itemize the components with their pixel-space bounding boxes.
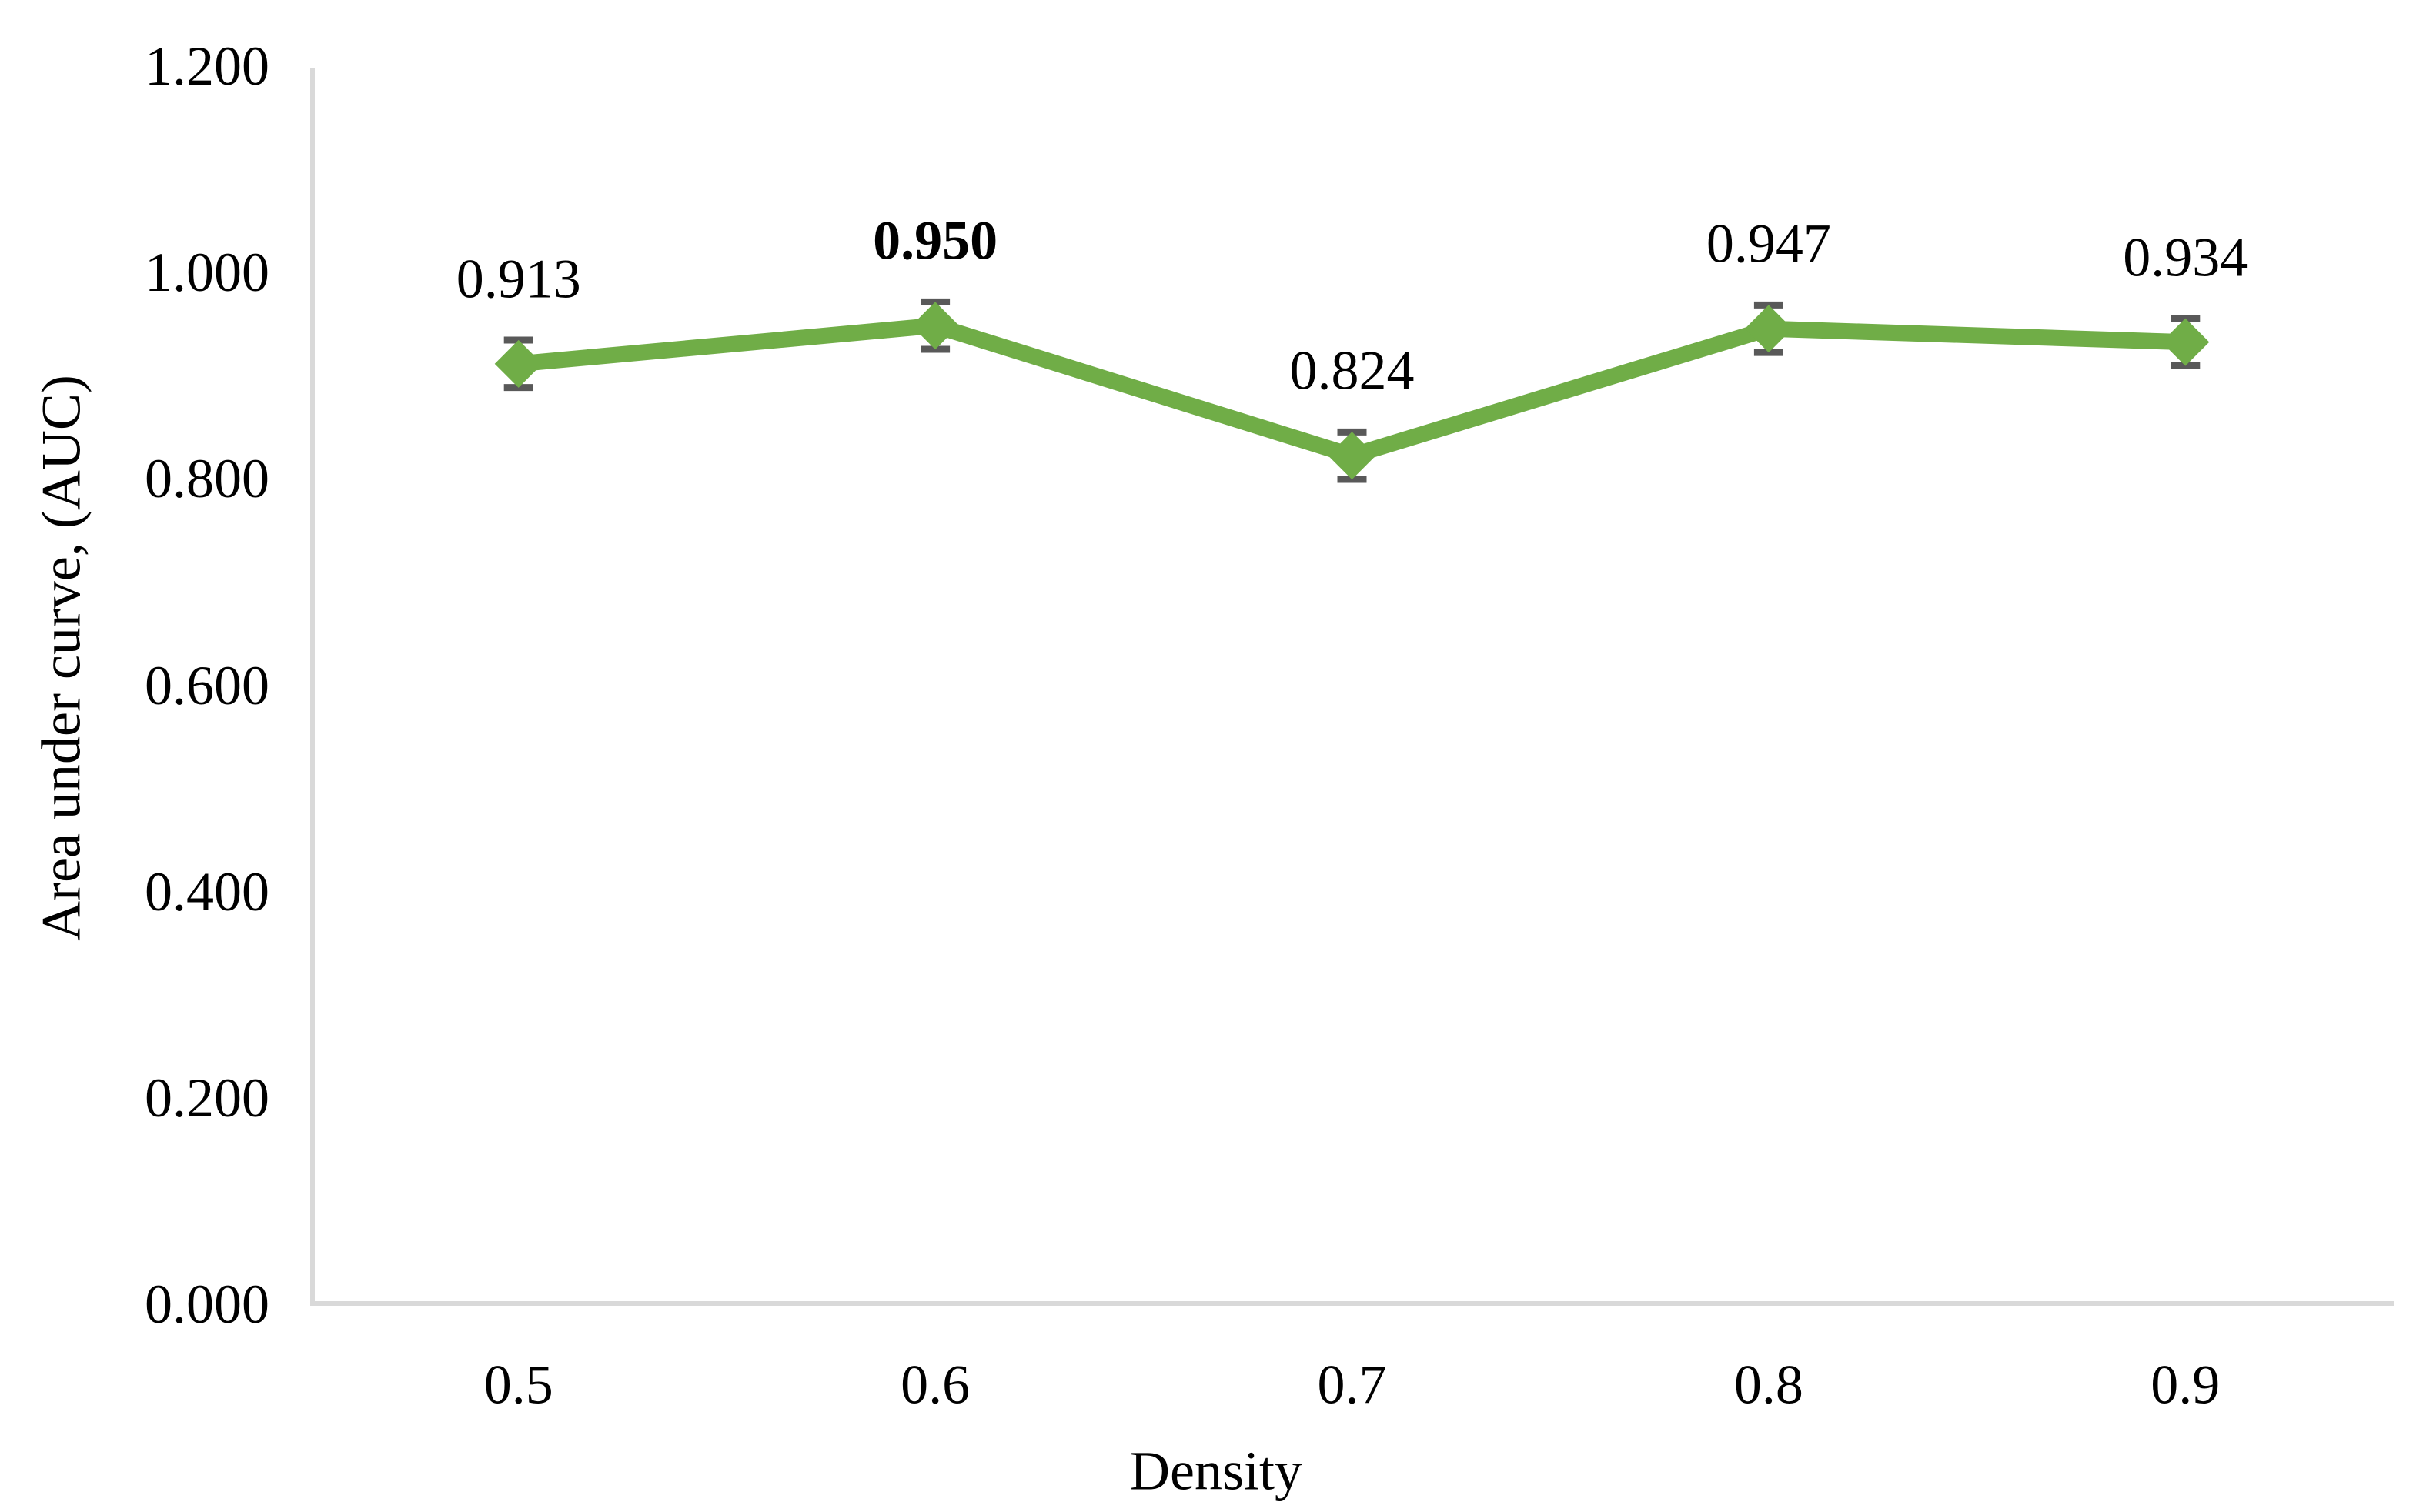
x-axis-tick-label: 0.9 (2151, 1353, 2221, 1416)
data-point-label: 0.950 (873, 209, 998, 272)
y-axis-title: Area under curve, (AUC) (30, 375, 92, 941)
y-axis-tick-label: 1.000 (145, 241, 269, 303)
data-point-label: 0.824 (1289, 339, 1415, 402)
x-axis-tick-label: 0.6 (901, 1353, 971, 1416)
data-point-marker (911, 302, 960, 350)
plot-area (310, 68, 2394, 1306)
y-axis-tick-label: 0.800 (145, 448, 269, 510)
y-axis-tick-label: 1.200 (145, 35, 269, 97)
y-axis-tick-label: 0.200 (145, 1066, 269, 1129)
data-point-marker (2161, 318, 2210, 366)
x-axis-tick-label: 0.8 (1733, 1353, 1803, 1416)
x-axis-tick-label: 0.7 (1317, 1353, 1387, 1416)
data-point-label: 0.934 (2123, 226, 2248, 289)
data-point-marker (494, 339, 543, 388)
data-point-label: 0.947 (1706, 212, 1831, 275)
y-axis-tick-label: 0.400 (145, 860, 269, 923)
y-axis-tick-label: 0.000 (145, 1273, 269, 1335)
y-axis-tick-label: 0.600 (145, 654, 269, 716)
x-axis-title: Density (1130, 1440, 1302, 1502)
data-point-label: 0.913 (456, 248, 581, 310)
data-point-marker (1744, 305, 1793, 353)
data-point-marker (1328, 432, 1376, 480)
x-axis-tick-label: 0.5 (483, 1353, 553, 1416)
